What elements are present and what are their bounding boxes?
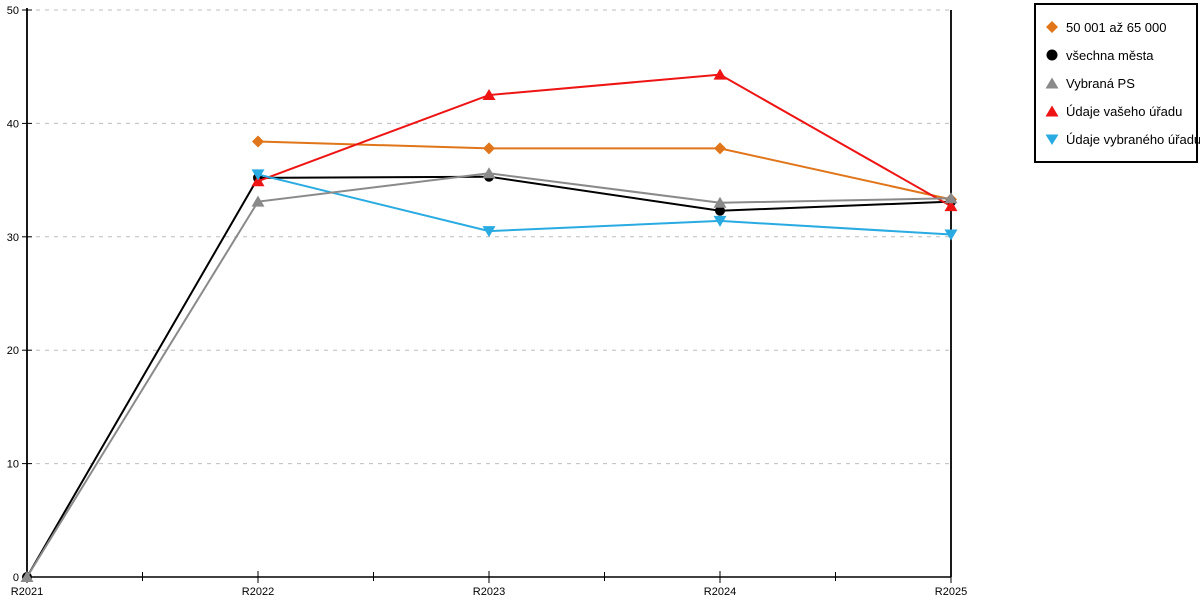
x-tick-label: R2022 [242,586,274,598]
triangle-down-icon [1045,134,1059,145]
data-point-triangle-down [713,215,727,227]
data-point-triangle-down [482,226,496,238]
y-tick-label: 30 [7,232,19,244]
data-point-triangle-up [482,167,496,179]
data-point-circle [715,205,725,216]
data-point-triangle-up [251,195,265,207]
data-point-triangle-up [251,175,265,187]
legend-label: Údaje vybraného úřadu [1066,131,1200,147]
data-point-diamond [483,142,495,155]
legend-label: všechna města [1066,47,1154,63]
data-point-triangle-down [251,169,265,181]
series-line [257,73,952,208]
data-point-triangle-up [482,89,496,101]
circle-icon [1046,49,1058,61]
legend-label: Údaje vašeho úřadu [1066,103,1183,119]
y-tick-label: 0 [13,572,19,584]
data-point-triangle-up [944,200,958,212]
data-point-triangle-up [713,68,727,80]
y-tick-label: 10 [7,459,19,471]
data-point-diamond [252,135,264,148]
legend-entry-vsechna-mesta: všechna města [1045,41,1187,69]
legend-entry-50001-65000: 50 001 až 65 000 [1045,13,1187,41]
series-line [257,173,952,236]
legend-entry-udaje-vybraneho-uradu: Údaje vybraného úřadu [1045,125,1200,153]
x-tick-label: R2025 [935,586,967,598]
x-tick-label: R2023 [473,586,505,598]
data-point-triangle-up [944,192,958,204]
x-tick-label: R2024 [704,586,736,598]
data-point-triangle-down [944,229,958,241]
data-point-triangle-up [20,571,34,582]
legend-label: 50 001 až 65 000 [1066,19,1167,35]
series-line [257,140,952,201]
data-point-diamond [714,142,726,155]
legend-label: Vybraná PS [1066,75,1135,91]
triangle-up-icon [1045,77,1059,89]
legend-entry-udaje-vaseho-uradu: Údaje vašeho úřadu [1045,97,1187,125]
y-tick-label: 50 [7,5,19,17]
legend-entry-vybrana-ps: Vybraná PS [1045,69,1187,97]
chart-legend: 50 001 až 65 000 všechna města Vybraná P… [1034,3,1200,163]
y-tick-label: 40 [7,118,19,130]
diamond-icon [1046,21,1058,33]
x-tick-label: R2021 [11,586,43,598]
data-point-triangle-up [713,196,727,208]
y-tick-label: 20 [7,345,19,357]
triangle-up-icon [1045,105,1059,117]
